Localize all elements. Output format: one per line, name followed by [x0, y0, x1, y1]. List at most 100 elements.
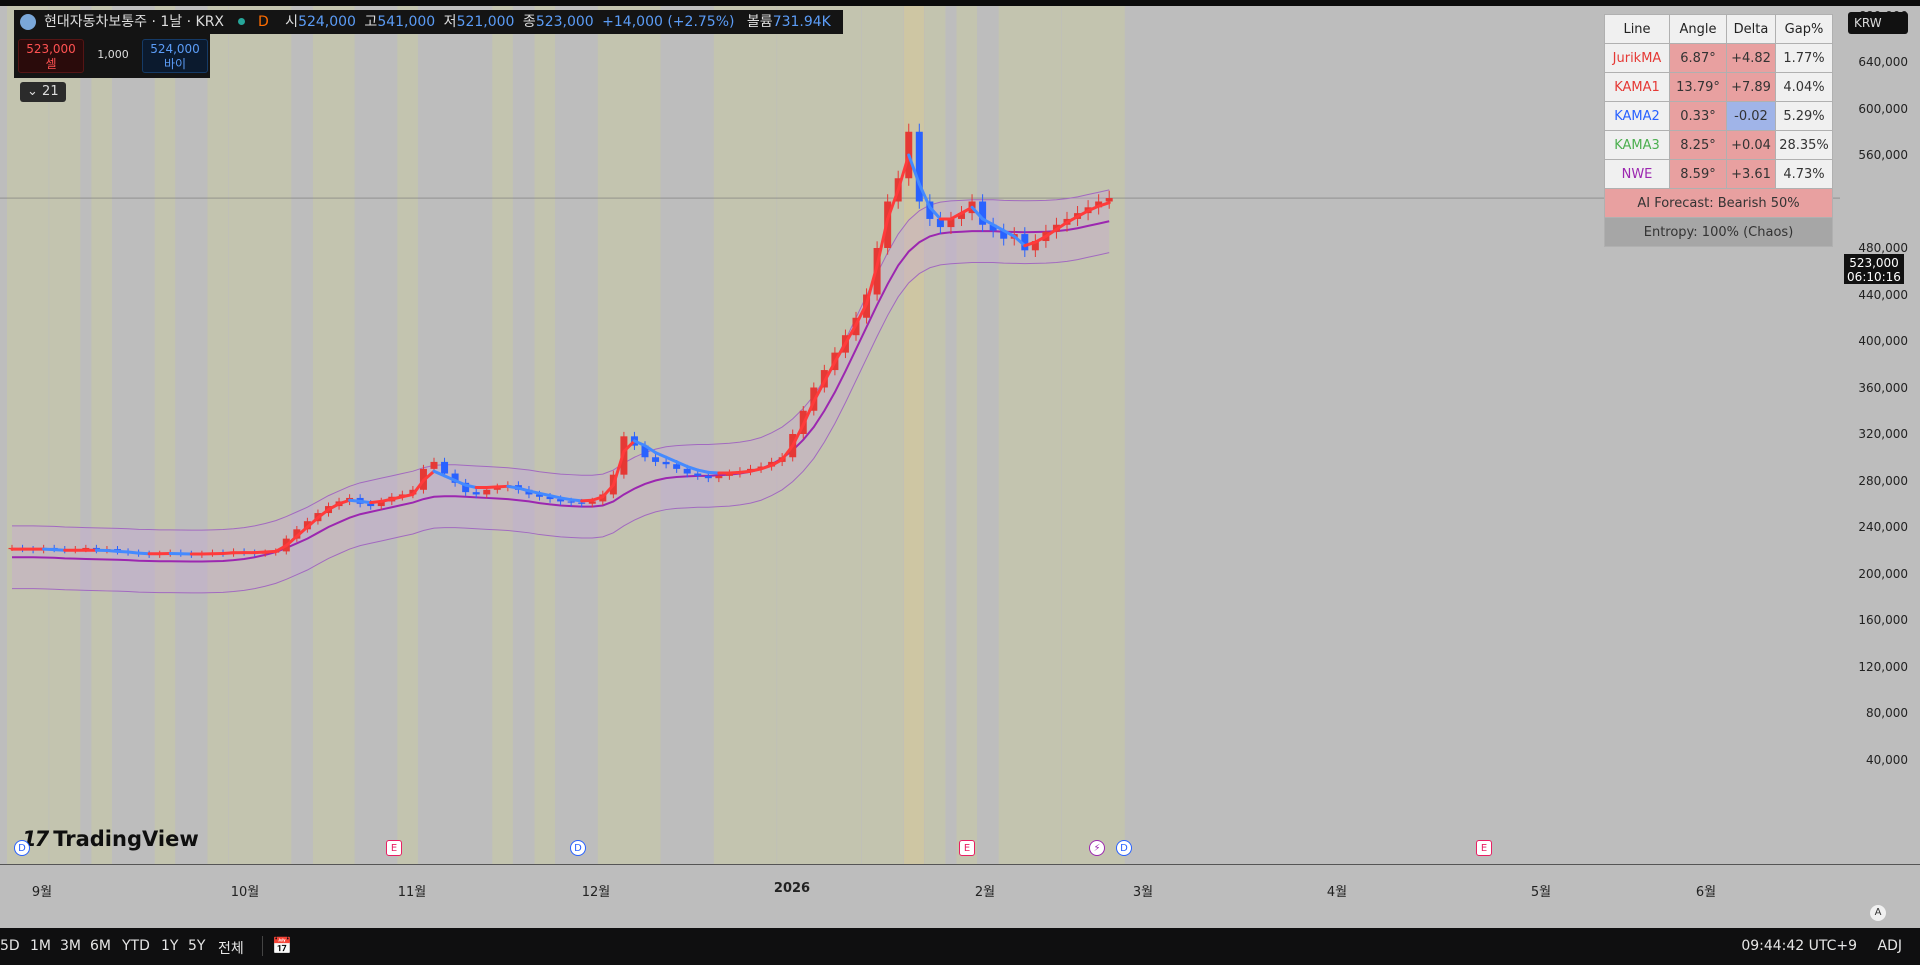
table-cell-delta: +0.04	[1726, 130, 1776, 160]
time-tick-label: 11월	[397, 885, 427, 900]
kama-line-segment	[1065, 215, 1080, 224]
timeframe-button[interactable]: 5D	[0, 938, 20, 954]
table-cell-name: JurikMA	[1604, 43, 1670, 73]
price-axis[interactable]: 680,000640,000600,000560,000480,000440,0…	[1840, 6, 1920, 864]
kama-line-segment	[274, 544, 288, 553]
kama-line-segment	[1002, 229, 1016, 238]
kama-line-segment	[516, 486, 531, 493]
kama-line-segment	[749, 467, 763, 473]
chevron-down-icon: ⌄	[27, 84, 38, 99]
adj-toggle[interactable]: ADJ	[1877, 938, 1903, 954]
split-event-icon[interactable]: ⚡	[1089, 840, 1105, 856]
kama-line-segment	[896, 153, 911, 192]
dividend-event-icon[interactable]: D	[570, 840, 586, 856]
table-row: Entropy: 100% (Chaos)	[1604, 217, 1833, 247]
kama-line-segment	[348, 498, 362, 503]
dividend-event-icon[interactable]: D	[14, 840, 30, 856]
kama-line-segment	[675, 460, 689, 469]
order-quantity[interactable]: 1,000	[97, 48, 129, 61]
regime-shading-band	[228, 6, 292, 864]
time-tick-label: 10월	[230, 885, 260, 900]
tradingview-logo[interactable]: 17 TradingView	[22, 827, 199, 851]
kama-line-segment	[1044, 227, 1058, 238]
regime-shading-band	[154, 6, 176, 864]
currency-button[interactable]: KRW	[1848, 12, 1908, 34]
regime-shading-band	[312, 6, 355, 864]
kama-line-segment	[886, 188, 900, 221]
price-tick-label: 240,000	[1858, 520, 1908, 534]
symbol-legend[interactable]: 현대자동차보통주 · 1날 · KRX D 시524,000 고541,000 …	[14, 10, 843, 34]
kama-line-segment	[221, 551, 236, 556]
regime-shading-band	[397, 6, 418, 864]
kama-line-segment	[432, 469, 447, 478]
timeframe-button[interactable]: 3M	[60, 938, 81, 954]
volume-label: 볼륨	[746, 14, 773, 30]
kama-line-segment	[643, 444, 658, 455]
timeframe-button[interactable]: 전체	[218, 941, 244, 957]
kama-line-segment	[538, 491, 552, 498]
kama-line-segment	[316, 508, 330, 520]
high-value: 541,000	[377, 14, 436, 30]
chart-plot-area[interactable]	[0, 6, 1840, 864]
timeframe-button[interactable]: 1Y	[161, 938, 179, 954]
timeframe-button[interactable]: 1M	[30, 938, 51, 954]
regime-shading-band	[1062, 6, 1125, 864]
table-cell-angle: 8.25°	[1669, 130, 1727, 160]
earnings-event-icon[interactable]: E	[386, 840, 402, 856]
date-range-icon[interactable]: 📅	[272, 936, 292, 955]
symbol-name[interactable]: 현대자동차보통주 · 1날 · KRX	[44, 14, 225, 30]
sell-button[interactable]: 523,000 셀	[18, 39, 84, 73]
kama-line-segment	[632, 439, 647, 448]
candle-body	[694, 473, 702, 476]
kama-line-segment	[611, 449, 626, 487]
nwe-center-line	[12, 220, 1110, 563]
kama-line-segment	[506, 484, 520, 490]
kama-line-segment	[696, 468, 710, 474]
table-cell-delta: +7.89	[1726, 72, 1776, 102]
kama-line-segment	[1076, 209, 1090, 219]
buy-label: 바이	[163, 57, 187, 71]
table-cell-gap: 5.29%	[1775, 101, 1833, 131]
kama-line-segment	[970, 205, 985, 221]
earnings-event-icon[interactable]: E	[1476, 840, 1492, 856]
clock-and-adj[interactable]: 09:44:42 UTC+9 ADJ	[1741, 938, 1902, 954]
kama-line-segment	[907, 153, 921, 186]
toolbar-divider	[262, 936, 263, 956]
auto-scale-button[interactable]: A	[1870, 905, 1886, 921]
table-cell-angle: 8.59°	[1669, 159, 1727, 189]
timeframe-button[interactable]: 6M	[90, 938, 111, 954]
earnings-event-icon[interactable]: E	[959, 840, 975, 856]
table-header: Line	[1604, 14, 1670, 44]
kama-line-segment	[295, 525, 309, 538]
indicators-toggle-button[interactable]: ⌄ 21	[20, 82, 66, 102]
kama-line-segment	[843, 323, 858, 345]
regime-shading-band	[861, 6, 904, 864]
candle-body	[430, 461, 438, 469]
time-tick-label: 12월	[581, 885, 611, 900]
timeframe-button[interactable]: 5Y	[188, 938, 206, 954]
timeframe-badge[interactable]: D	[257, 14, 269, 30]
candle-body	[958, 213, 965, 219]
kama-line-segment	[390, 495, 404, 501]
time-axis[interactable]: 9월 10월 11월 12월 2026 2월 3월 4월 5월 6월	[0, 864, 1920, 929]
candle-body	[873, 248, 881, 295]
table-cell-name: KAMA1	[1604, 72, 1670, 102]
price-tick-label: 400,000	[1858, 334, 1908, 348]
dividend-event-icon[interactable]: D	[1116, 840, 1132, 856]
price-tick-label: 200,000	[1858, 566, 1908, 581]
candle-body	[979, 201, 987, 225]
candle-body	[377, 501, 385, 507]
table-cell-angle: 6.87°	[1669, 43, 1727, 73]
open-value: 524,000	[298, 14, 356, 30]
price-tick-label: 160,000	[1858, 613, 1908, 627]
buy-button[interactable]: 524,000 바이	[142, 39, 208, 73]
table-cell-name: KAMA2	[1604, 101, 1670, 131]
kama-line-segment	[358, 499, 373, 505]
price-tick-label: 320,000	[1858, 427, 1908, 441]
kama-line-segment	[738, 469, 752, 474]
regime-shading-band	[924, 6, 946, 864]
candle-body	[926, 201, 934, 219]
candle-body	[367, 503, 375, 507]
timeframe-button[interactable]: YTD	[122, 938, 150, 954]
kama-line-segment	[52, 548, 67, 552]
